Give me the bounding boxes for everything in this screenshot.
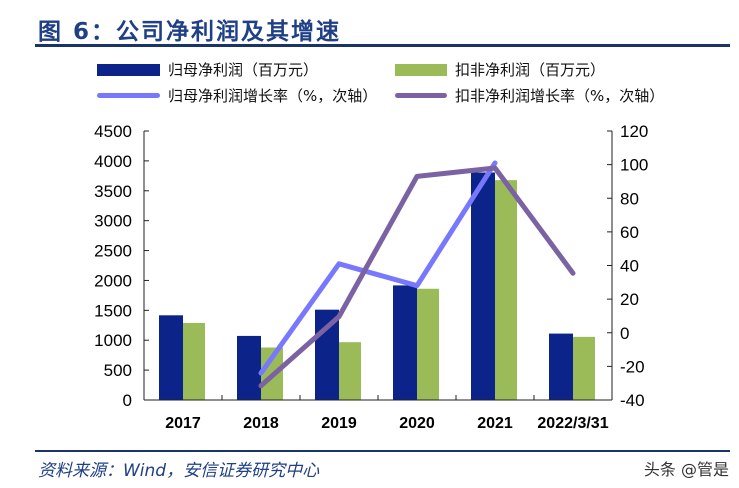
x-tick-label: 2020 [399, 415, 435, 432]
bar-deducted-net-profit [573, 336, 595, 400]
bar-net-profit [159, 315, 183, 400]
left-tick-label: 0 [123, 391, 132, 410]
legend-label: 扣非净利润增长率（%，次轴） [455, 87, 665, 105]
x-tick-label: 2021 [477, 415, 513, 432]
legend-item-1: 扣非净利润（百万元） [395, 59, 605, 80]
footer-rule [35, 450, 730, 452]
x-tick-label: 2018 [243, 415, 279, 432]
bar-deducted-net-profit [339, 342, 361, 400]
left-tick-label: 3000 [94, 212, 132, 231]
right-tick-label: 40 [620, 257, 639, 276]
line-net-profit-growth [258, 160, 498, 376]
line-deducted-profit-growth [258, 165, 576, 389]
left-tick-label: 2500 [94, 242, 132, 261]
legend-label: 扣非净利润（百万元） [455, 61, 606, 79]
legend-swatch [97, 93, 160, 98]
figure-title: 图 6：公司净利润及其增速 [38, 19, 342, 45]
legend-swatch [395, 93, 447, 98]
bar-deducted-net-profit [417, 288, 439, 400]
right-tick-label: 0 [620, 324, 629, 343]
left-tick-label: 1500 [94, 301, 132, 320]
bar-net-profit [315, 309, 339, 400]
bar-deducted-net-profit [183, 322, 205, 400]
right-tick-label: 60 [620, 223, 639, 242]
left-tick-label: 2000 [94, 271, 132, 290]
legend-label: 归母净利润（百万元） [168, 61, 319, 79]
right-tick-label: 120 [620, 122, 648, 141]
x-tick-label: 2017 [165, 415, 201, 432]
right-tick-label: -20 [620, 357, 645, 376]
bar-net-profit [549, 333, 573, 400]
watermark: 头条 @管是 [643, 460, 729, 479]
bar-deducted-net-profit [495, 180, 517, 400]
x-tick-label: 2019 [321, 415, 357, 432]
left-tick-label: 4000 [94, 152, 132, 171]
x-tick-label: 2022/3/31 [537, 415, 608, 432]
right-tick-label: 80 [620, 189, 639, 208]
legend-swatch [97, 63, 160, 76]
right-tick-label: -40 [620, 391, 645, 410]
legend-swatch [395, 63, 447, 76]
legend-item-0: 归母净利润（百万元） [97, 59, 318, 80]
bar-net-profit [237, 335, 261, 400]
left-tick-label: 500 [104, 361, 132, 380]
title-rule [35, 44, 730, 47]
right-tick-label: 20 [620, 290, 639, 309]
left-tick-label: 1000 [94, 331, 132, 350]
right-tick-label: 100 [620, 156, 648, 175]
legend-label: 归母净利润增长率（%，次轴） [168, 87, 378, 105]
source-note: 资料来源：Wind，安信证券研究中心 [38, 461, 320, 481]
left-tick-label: 3500 [94, 182, 132, 201]
legend-item-3: 扣非净利润增长率（%，次轴） [395, 85, 664, 106]
left-tick-label: 4500 [94, 122, 132, 141]
legend-item-2: 归母净利润增长率（%，次轴） [97, 85, 377, 106]
bar-net-profit [471, 172, 495, 400]
bar-net-profit [393, 285, 417, 400]
